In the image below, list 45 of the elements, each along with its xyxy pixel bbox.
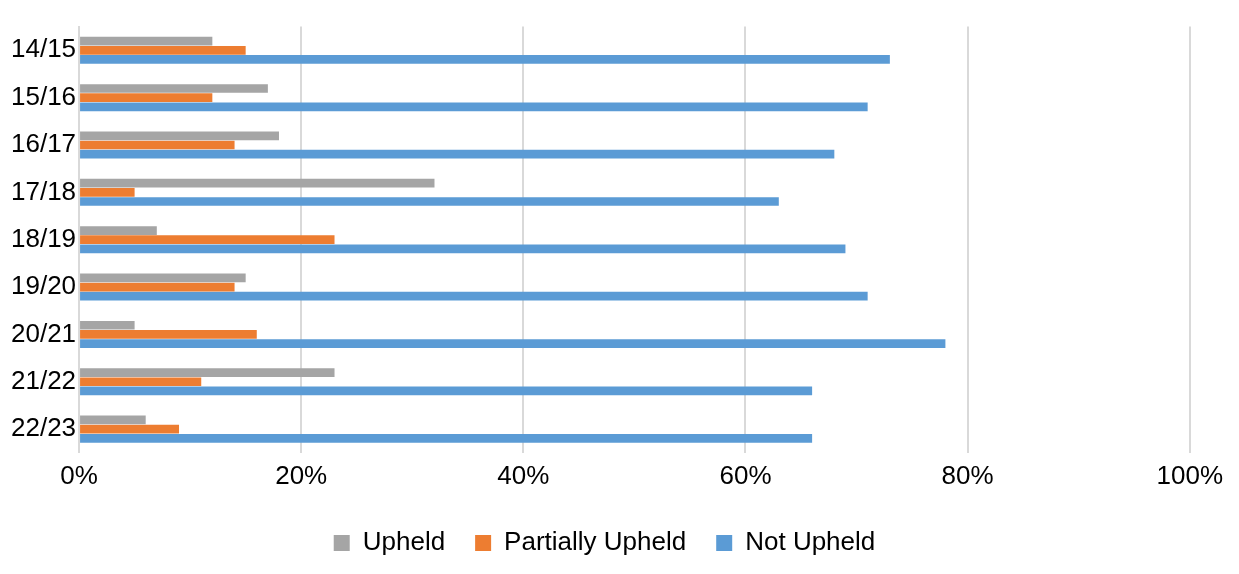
bar bbox=[80, 433, 813, 443]
bar bbox=[80, 178, 435, 188]
bar bbox=[80, 377, 202, 387]
bar bbox=[80, 226, 157, 235]
bar bbox=[80, 424, 180, 434]
bar bbox=[80, 368, 335, 377]
legend-label: Not Upheld bbox=[745, 526, 876, 557]
bar bbox=[80, 45, 246, 55]
legend-label: Upheld bbox=[362, 526, 446, 557]
bar bbox=[80, 330, 257, 339]
bar bbox=[80, 244, 846, 254]
y-tick-label: 15/16 bbox=[10, 80, 77, 111]
legend-label: Partially Upheld bbox=[504, 526, 687, 557]
bar bbox=[80, 339, 946, 348]
bar bbox=[80, 415, 146, 425]
bar bbox=[80, 55, 890, 64]
y-tick-label: 20/21 bbox=[10, 317, 77, 348]
y-tick-label: 18/19 bbox=[10, 222, 77, 253]
bar bbox=[80, 197, 779, 206]
y-tick-label: 19/20 bbox=[10, 270, 77, 301]
y-tick-label: 21/22 bbox=[10, 364, 77, 395]
y-tick-label: 14/15 bbox=[10, 33, 77, 64]
bar bbox=[80, 320, 135, 330]
y-tick-label: 16/17 bbox=[10, 128, 77, 159]
bar bbox=[80, 131, 279, 141]
x-tick-label: 100% bbox=[1156, 459, 1223, 490]
bar bbox=[80, 273, 246, 283]
y-tick-label: 17/18 bbox=[10, 175, 77, 206]
bar bbox=[80, 36, 213, 46]
y-tick-label: 22/23 bbox=[10, 412, 77, 443]
bar bbox=[80, 188, 135, 197]
x-tick-label: 60% bbox=[719, 459, 772, 490]
bar bbox=[80, 386, 813, 396]
bar bbox=[80, 93, 213, 102]
bar bbox=[80, 235, 335, 245]
bar bbox=[80, 102, 868, 112]
x-tick-label: 0% bbox=[60, 459, 98, 490]
bar bbox=[80, 149, 835, 159]
bar bbox=[80, 291, 868, 301]
x-tick-label: 20% bbox=[275, 459, 328, 490]
x-tick-label: 80% bbox=[941, 459, 994, 490]
bar bbox=[80, 140, 235, 150]
x-tick-label: 40% bbox=[497, 459, 550, 490]
bar bbox=[80, 84, 268, 93]
bar bbox=[80, 282, 235, 292]
